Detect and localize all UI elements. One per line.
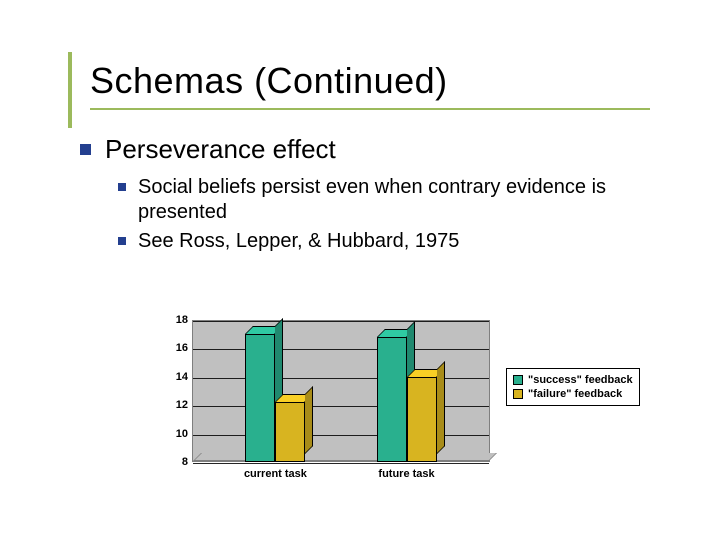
title-accent-bar — [68, 52, 72, 128]
square-bullet-icon — [118, 183, 126, 191]
chart-bar — [275, 402, 305, 462]
legend-item: "failure" feedback — [513, 387, 633, 401]
slide-title: Schemas (Continued) — [90, 60, 680, 102]
chart-legend: "success" feedback "failure" feedback — [506, 368, 640, 406]
bullet-lvl2-text: Social beliefs persist even when contrar… — [138, 175, 678, 225]
chart-y-tick-label: 16 — [160, 342, 188, 354]
chart-bar — [245, 334, 275, 462]
chart-bar-group — [377, 337, 437, 462]
square-bullet-icon — [80, 144, 91, 155]
title-underline — [90, 108, 650, 110]
chart-y-tick-label: 18 — [160, 314, 188, 326]
chart-x-tick-label: current task — [225, 468, 325, 480]
chart-y-tick-label: 12 — [160, 399, 188, 411]
legend-item: "success" feedback — [513, 373, 633, 387]
legend-label: "failure" feedback — [528, 388, 622, 400]
legend-swatch — [513, 389, 523, 399]
chart-y-tick-label: 10 — [160, 428, 188, 440]
bullet-lvl2-text: See Ross, Lepper, & Hubbard, 1975 — [138, 229, 459, 254]
chart-bar — [407, 377, 437, 462]
chart-plot-region: 81012141618current taskfuture task — [160, 320, 490, 480]
chart-y-tick-label: 14 — [160, 371, 188, 383]
legend-label: "success" feedback — [528, 374, 633, 386]
chart-bar-group — [245, 334, 305, 462]
perseverance-bar-chart: 81012141618current taskfuture task "succ… — [160, 320, 640, 500]
chart-x-tick-label: future task — [357, 468, 457, 480]
bullet-lvl1-text: Perseverance effect — [105, 134, 336, 165]
chart-gridline — [193, 463, 489, 464]
chart-y-tick-label: 8 — [160, 456, 188, 468]
chart-bar — [377, 337, 407, 462]
square-bullet-icon — [118, 237, 126, 245]
legend-swatch — [513, 375, 523, 385]
